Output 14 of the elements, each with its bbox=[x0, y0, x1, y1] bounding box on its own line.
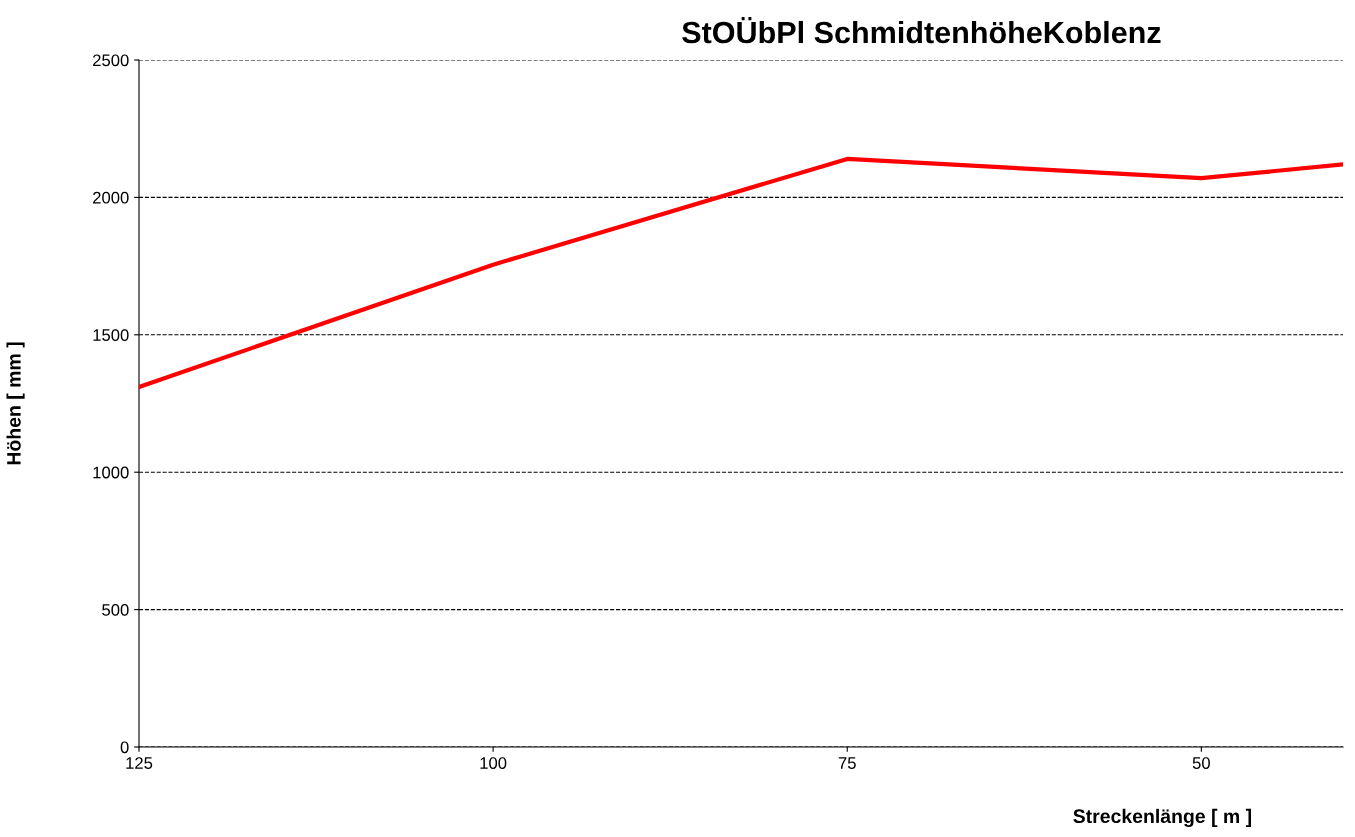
x-tick-label: 125 bbox=[126, 757, 153, 769]
y-tick-label: 0 bbox=[120, 741, 129, 754]
y-tick-label: 2000 bbox=[93, 191, 129, 204]
x-tick-label: 50 bbox=[1192, 757, 1210, 769]
y-tick-label: 1000 bbox=[93, 466, 129, 479]
y-tick-label: 1500 bbox=[93, 329, 129, 341]
y-tick-label: 500 bbox=[102, 604, 129, 616]
y-tick-label: 2500 bbox=[93, 54, 129, 67]
x-tick-label: 75 bbox=[838, 757, 856, 769]
chart-title: StOÜbPl SchmidtenhöheKoblenz bbox=[682, 16, 1161, 44]
line-series bbox=[139, 156, 1343, 390]
x-axis-title: Streckenlänge [ m ] bbox=[1073, 808, 1251, 828]
y-axis-title: Höhen [ mm ] bbox=[6, 342, 25, 465]
x-tick-label: 100 bbox=[480, 757, 507, 769]
